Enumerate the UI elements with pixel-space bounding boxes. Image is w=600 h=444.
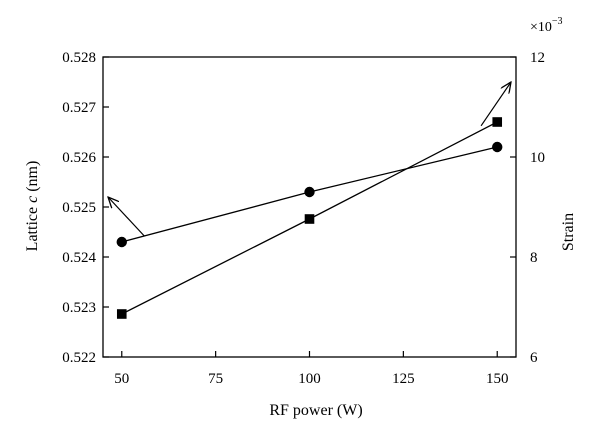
y-tick-label: 0.528 (62, 50, 96, 66)
data-point-circle (116, 236, 127, 248)
x-axis-title: RF power (W) (269, 402, 362, 419)
plot-frame (102, 56, 517, 358)
data-point-circle (304, 186, 315, 198)
y-tick-label: 0.526 (62, 150, 96, 166)
y2-tick-label: 6 (530, 350, 538, 366)
y2-tick-label: 8 (530, 250, 538, 266)
x-tick-label: 125 (392, 371, 415, 387)
data-point-square (492, 117, 503, 127)
y2-tick-label: 12 (530, 50, 545, 66)
y2-multiplier-label: ×10−3 (530, 16, 563, 35)
data-point-square (116, 309, 127, 319)
y2-axis-title: Strain (560, 213, 577, 251)
y-tick-label: 0.522 (62, 350, 96, 366)
x-tick-label: 75 (208, 371, 223, 387)
y-tick-label: 0.525 (62, 200, 96, 216)
y-tick-label: 0.523 (62, 300, 96, 316)
y-tick-label: 0.527 (62, 100, 96, 116)
arrow-to-right-axis (480, 82, 511, 127)
arrow-to-left-axis (108, 197, 145, 237)
data-point-circle (492, 141, 503, 153)
y-axis-title: Lattice c (nm) (24, 161, 41, 252)
x-tick-label: 100 (298, 371, 321, 387)
y-tick-label: 0.524 (62, 250, 96, 266)
x-tick-label: 150 (486, 371, 509, 387)
y2-tick-label: 10 (530, 150, 545, 166)
data-point-square (304, 214, 315, 224)
x-tick-label: 50 (114, 371, 129, 387)
